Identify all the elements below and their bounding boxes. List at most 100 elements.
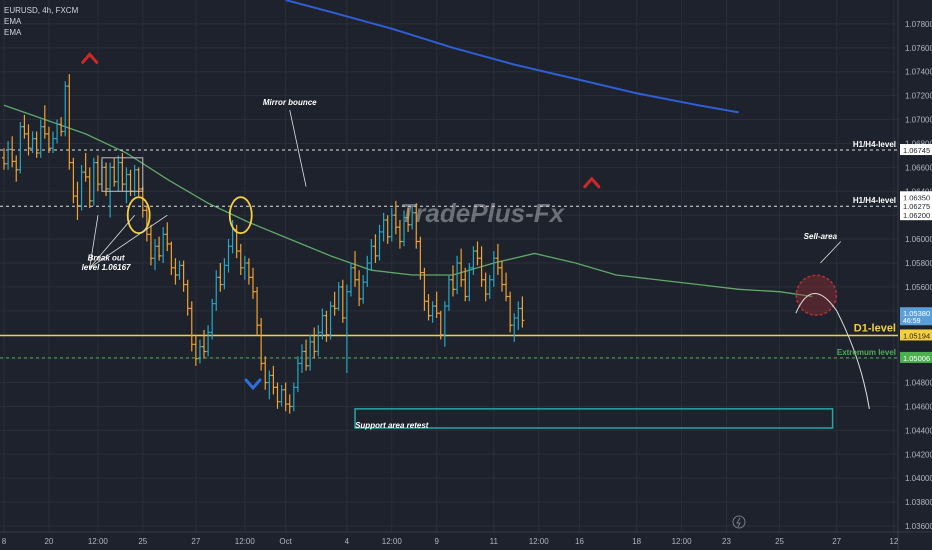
candle — [202, 329, 207, 359]
level-tag-text: 1.06745 — [903, 146, 930, 155]
arrow-down-marker-icon — [244, 378, 262, 391]
ema-fast-line — [3, 104, 813, 298]
last-price-tag-text: 1.05380 — [903, 309, 930, 318]
candle — [283, 382, 288, 412]
highlight-circle — [228, 196, 253, 235]
lightning-icon — [732, 515, 746, 529]
level-label: H1/H4-level — [853, 140, 896, 149]
candle — [169, 241, 174, 275]
ema-legend-2[interactable]: EMA — [4, 28, 22, 37]
symbol-legend[interactable]: EURUSD, 4h, FXCM — [4, 6, 79, 15]
y-tick-label: 1.06600 — [905, 163, 932, 172]
annotation-arrow — [820, 241, 842, 264]
candle — [475, 241, 480, 266]
candle — [34, 131, 39, 158]
candle — [263, 356, 268, 390]
candle — [499, 260, 504, 292]
candle — [422, 267, 427, 311]
annotation-arrow — [89, 214, 168, 269]
candle — [214, 270, 219, 311]
candle — [377, 224, 382, 261]
candle — [463, 267, 468, 302]
candle — [344, 284, 349, 373]
price-tag — [900, 191, 932, 203]
ema-legend-1[interactable]: EMA — [4, 17, 22, 26]
x-tick-label: 25 — [138, 537, 147, 546]
candle — [295, 356, 300, 393]
candle — [14, 155, 19, 182]
candle — [332, 291, 337, 316]
candle — [299, 344, 304, 373]
level-tag — [900, 200, 932, 212]
candle — [246, 258, 251, 285]
y-tick-label: 1.05600 — [905, 283, 932, 292]
candle — [165, 222, 170, 252]
y-tick-label: 1.04600 — [905, 402, 932, 411]
candle — [22, 114, 27, 139]
price-tag-text: 1.06200 — [903, 211, 930, 220]
highlight-circle — [126, 196, 151, 235]
candle — [226, 239, 231, 273]
price-tag — [900, 209, 932, 221]
annotation-label: Sell-area — [804, 232, 838, 241]
x-tick-label: 20 — [44, 537, 53, 546]
candle — [112, 157, 117, 187]
candle — [83, 153, 88, 182]
candle — [328, 301, 333, 340]
x-tick-label: 11 — [490, 537, 499, 546]
candle — [348, 263, 353, 297]
y-tick-label: 1.03800 — [905, 498, 932, 507]
candle — [467, 263, 472, 302]
candle — [275, 382, 280, 409]
candle — [357, 270, 362, 307]
y-tick-label: 1.04800 — [905, 379, 932, 388]
watermark-text: TradePlus-Fx — [400, 198, 566, 228]
candle — [38, 119, 43, 158]
lightning-bolt — [736, 517, 741, 528]
candle — [336, 282, 341, 311]
candle — [50, 131, 55, 154]
candle — [197, 339, 202, 364]
candle — [63, 81, 68, 137]
candle — [446, 274, 451, 311]
candle — [397, 219, 402, 249]
x-tick-label: 12:00 — [235, 537, 256, 546]
candle — [455, 255, 460, 295]
y-tick-label: 1.04400 — [905, 426, 932, 435]
candle — [430, 301, 435, 323]
x-tick-label: 12:00 — [672, 537, 693, 546]
candle — [479, 246, 484, 287]
candle — [104, 162, 109, 197]
candle — [459, 248, 464, 287]
level-tag — [900, 144, 932, 156]
candle — [124, 167, 129, 204]
x-tick-label: 27 — [832, 537, 841, 546]
last-price-tag — [900, 307, 932, 326]
candle — [2, 148, 6, 170]
level-tag-text: 1.05006 — [903, 354, 930, 363]
candle — [483, 272, 488, 302]
candle — [393, 200, 398, 235]
y-tick-label: 1.07600 — [905, 44, 932, 53]
candle — [238, 243, 243, 275]
candle — [185, 279, 190, 316]
candle — [181, 260, 186, 292]
candle — [426, 294, 431, 321]
candle — [471, 246, 476, 275]
candle — [30, 131, 35, 154]
candle — [304, 339, 309, 371]
x-tick-label: Oct — [279, 537, 292, 546]
candle — [255, 286, 260, 335]
candle — [173, 258, 178, 285]
candle — [116, 155, 121, 192]
candle — [79, 164, 84, 211]
candle — [487, 274, 492, 299]
candle — [385, 215, 390, 244]
candle — [218, 263, 223, 292]
y-tick-label: 1.07800 — [905, 20, 932, 29]
candle — [320, 308, 325, 340]
candle — [279, 384, 284, 407]
candle — [157, 236, 162, 261]
